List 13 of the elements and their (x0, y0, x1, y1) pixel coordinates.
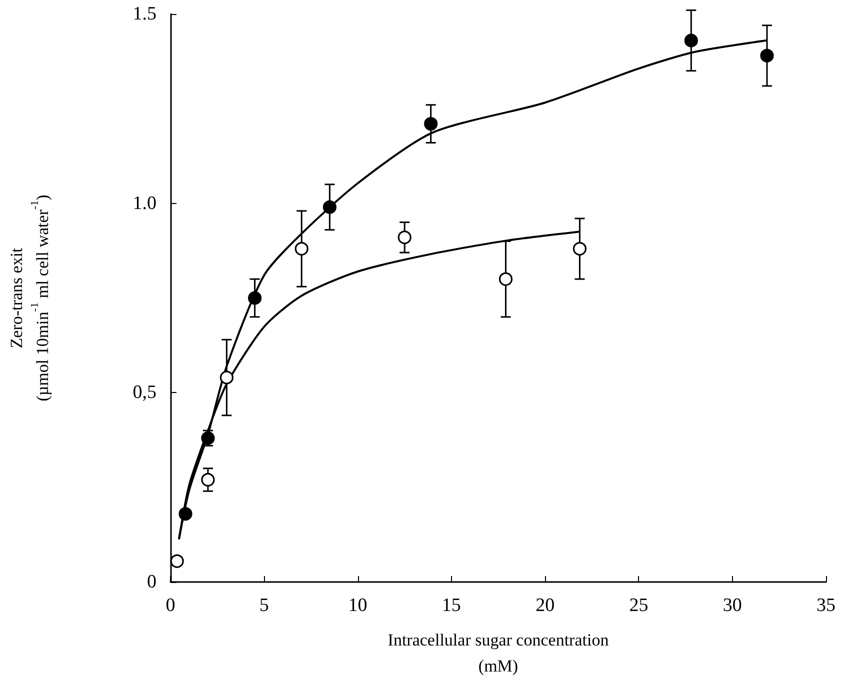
x-tick-label: 20 (536, 595, 555, 616)
x-tick-label: 25 (629, 595, 648, 616)
y-tick-label: 1.5 (132, 4, 156, 24)
x-tick-label: 10 (348, 595, 368, 616)
x-axis-title: Intracellular sugar concentration (mM) (388, 630, 610, 676)
y-tick-label: 1.0 (132, 192, 156, 214)
x-tick-label: 30 (722, 595, 742, 616)
x-tick-label: 0 (166, 595, 176, 616)
x-tick-label: 5 (259, 595, 269, 616)
x-tick-label: 35 (816, 595, 836, 616)
y-tick-label: 0,5 (132, 382, 156, 404)
x-tick-label: 15 (442, 595, 461, 616)
y-tick-label: 0 (147, 572, 156, 592)
